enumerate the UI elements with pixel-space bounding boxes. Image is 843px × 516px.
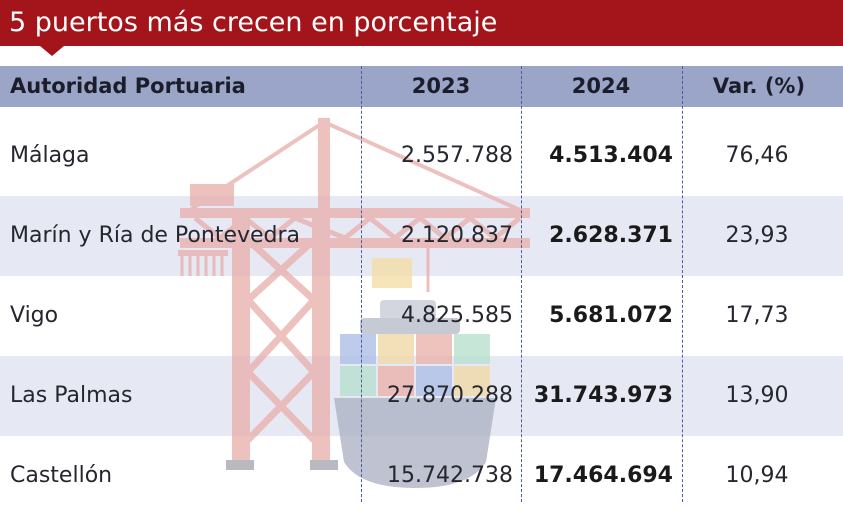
chart-title: 5 puertos más crecen en porcentaje	[9, 7, 498, 38]
cell-autoridad: Marín y Ría de Pontevedra	[10, 223, 301, 248]
cell-2024: 31.743.973	[533, 383, 673, 408]
cell-autoridad: Castellón	[10, 463, 113, 488]
table-header: Autoridad Portuaria 2023 2024 Var. (%)	[0, 66, 843, 107]
cell-2023: 27.870.288	[387, 383, 513, 408]
cell-autoridad: Vigo	[10, 303, 59, 328]
cell-var: 17,73	[725, 303, 789, 328]
cell-2024: 4.513.404	[549, 143, 673, 168]
title-notch	[40, 46, 64, 56]
header-2024: 2024	[571, 74, 631, 98]
crane-icon	[178, 118, 530, 470]
port-illustration	[178, 118, 530, 488]
cell-var: 23,93	[725, 223, 789, 248]
cell-autoridad: Las Palmas	[10, 383, 133, 408]
cell-var: 13,90	[725, 383, 789, 408]
cell-2024: 17.464.694	[533, 463, 673, 488]
header-2023: 2023	[411, 74, 471, 98]
cell-var: 10,94	[725, 463, 789, 488]
cell-2024: 5.681.072	[549, 303, 673, 328]
cell-var: 76,46	[725, 143, 789, 168]
cell-2023: 2.120.837	[401, 223, 513, 248]
title-bar	[0, 0, 843, 46]
cell-2024: 2.628.371	[549, 223, 673, 248]
column-divider	[361, 66, 362, 502]
header-autoridad: Autoridad Portuaria	[10, 74, 246, 98]
cell-2023: 2.557.788	[401, 143, 513, 168]
column-divider	[521, 66, 522, 502]
header-var: Var. (%)	[712, 74, 806, 98]
cell-2023: 15.742.738	[387, 463, 513, 488]
column-divider	[682, 66, 683, 502]
table-body: Málaga 2.557.788 4.513.404 76,46 Marín y…	[10, 143, 789, 488]
cell-autoridad: Málaga	[10, 143, 90, 168]
cell-2023: 4.825.585	[401, 303, 513, 328]
ship-icon	[334, 248, 496, 488]
